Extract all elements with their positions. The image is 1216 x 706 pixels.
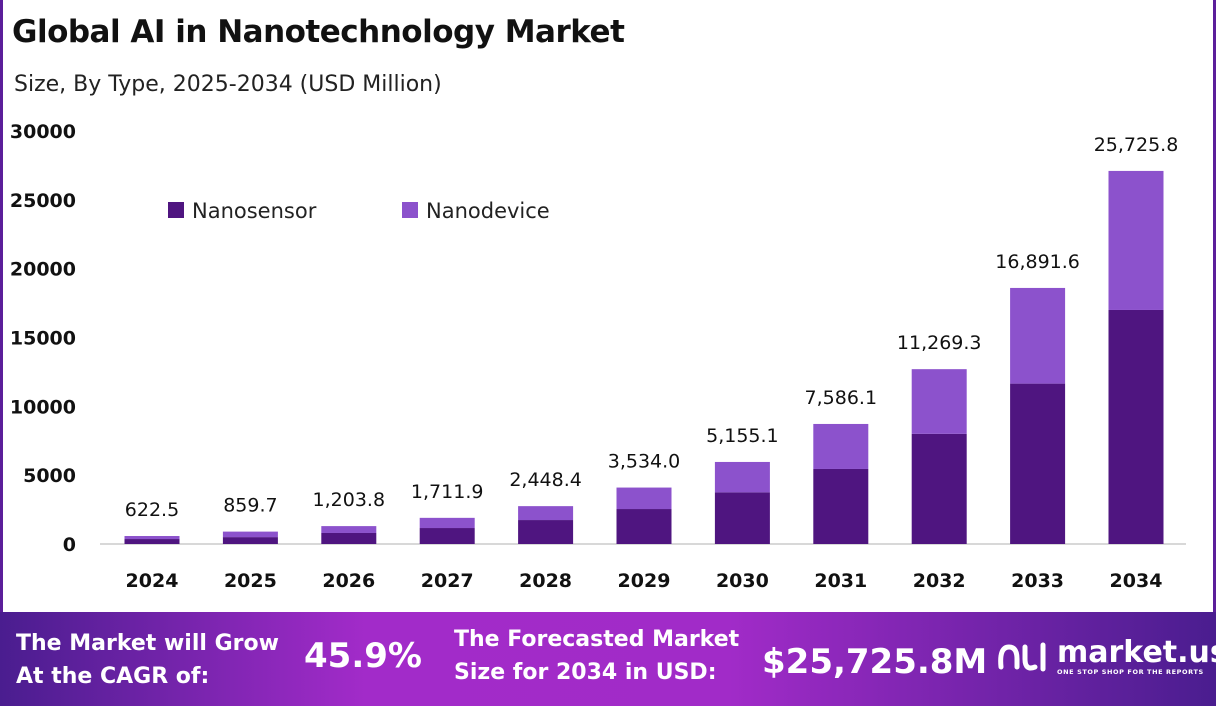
bar-nanodevice-2033 <box>1010 287 1066 384</box>
x-tick-label: 2024 <box>126 570 179 592</box>
bar-nanosensor-2025 <box>222 537 278 544</box>
legend-swatch-nanodevice <box>402 202 418 218</box>
bar-nanodevice-2026 <box>321 526 377 533</box>
bar-nanodevice-2028 <box>518 506 574 521</box>
data-label-2033: 16,891.6 <box>995 251 1080 273</box>
x-tick-label: 2029 <box>618 570 671 592</box>
bar-nanosensor-2028 <box>518 520 574 544</box>
legend: Nanosensor Nanodevice <box>168 199 550 223</box>
bars: 622.5 859.7 1,203.8 1,711.9 2,448.4 3,534.0 5,… <box>124 134 1179 544</box>
x-tick-label: 2032 <box>913 570 966 592</box>
y-tick-label: 5000 <box>23 465 76 487</box>
data-label-2034: 25,725.8 <box>1094 134 1179 156</box>
x-axis: 2024 2025 2026 2027 2028 2029 2030 2031 2032 2033… <box>126 570 1163 592</box>
data-label-2032: 11,269.3 <box>897 332 982 354</box>
legend-label-nanosensor: Nanosensor <box>192 199 317 223</box>
bar-nanosensor-2033 <box>1010 383 1066 544</box>
bar-nanodevice-2030 <box>714 461 770 493</box>
logo-mark-icon <box>998 642 1046 672</box>
y-tick-label: 10000 <box>10 396 76 418</box>
bar-nanosensor-2030 <box>714 492 770 544</box>
bar-nanosensor-2032 <box>911 433 967 544</box>
y-axis: 0 5000 10000 15000 20000 25000 30000 <box>10 121 76 556</box>
data-label-2030: 5,155.1 <box>706 425 779 447</box>
stacked-bar-chart: 0 5000 10000 15000 20000 25000 30000 622.5 859.… <box>10 121 1186 592</box>
chart-frame <box>0 0 1216 612</box>
bar-nanodevice-2032 <box>911 369 967 434</box>
logo-tagline: ONE STOP SHOP FOR THE REPORTS <box>1057 668 1204 676</box>
x-tick-label: 2028 <box>519 570 572 592</box>
data-label-2028: 2,448.4 <box>509 469 582 491</box>
data-label-2031: 7,586.1 <box>805 387 878 409</box>
cagr-label-line2: At the CAGR of: <box>16 664 210 689</box>
data-label-2024: 622.5 <box>125 499 179 521</box>
data-label-2027: 1,711.9 <box>411 481 484 503</box>
cagr-value: 45.9% <box>304 636 422 676</box>
forecast-label-line2: Size for 2034 in USD: <box>454 660 717 685</box>
data-label-2029: 3,534.0 <box>608 451 681 473</box>
market-us-logo: market.us ONE STOP SHOP FOR THE REPORTS <box>995 637 1216 677</box>
cagr-label-line1: The Market will Grow <box>16 631 279 656</box>
y-tick-label: 25000 <box>10 190 76 212</box>
cagr-label: The Market will Grow At the CAGR of: <box>16 627 279 693</box>
bar-nanosensor-2024 <box>124 539 180 544</box>
bar-nanodevice-2029 <box>616 487 672 510</box>
forecast-value: $25,725.8M <box>762 642 988 682</box>
forecast-label: The Forecasted Market Size for 2034 in U… <box>454 623 739 689</box>
bar-nanosensor-2027 <box>419 528 475 544</box>
x-tick-label: 2031 <box>814 570 867 592</box>
x-tick-label: 2030 <box>716 570 769 592</box>
bar-nanosensor-2034 <box>1108 309 1164 544</box>
legend-swatch-nanosensor <box>168 202 184 218</box>
bar-nanosensor-2031 <box>813 468 869 544</box>
chart-subtitle: Size, By Type, 2025-2034 (USD Million) <box>14 72 442 97</box>
bar-nanodevice-2025 <box>222 531 278 538</box>
bar-nanodevice-2031 <box>813 423 869 469</box>
chart-title: Global AI in Nanotechnology Market <box>12 14 625 50</box>
x-tick-label: 2033 <box>1011 570 1064 592</box>
y-tick-label: 15000 <box>10 328 76 350</box>
footer-banner: The Market will Grow At the CAGR of: 45.… <box>0 612 1216 706</box>
logo-text: market.us <box>1057 635 1216 670</box>
bar-nanodevice-2024 <box>124 536 180 540</box>
y-tick-label: 30000 <box>10 121 76 143</box>
data-label-2025: 859.7 <box>223 495 277 517</box>
bar-nanodevice-2027 <box>419 517 475 529</box>
y-tick-label: 0 <box>63 534 76 556</box>
x-tick-label: 2025 <box>224 570 277 592</box>
legend-label-nanodevice: Nanodevice <box>426 199 550 223</box>
bar-nanosensor-2029 <box>616 509 672 544</box>
x-tick-label: 2034 <box>1110 570 1163 592</box>
y-tick-label: 20000 <box>10 259 76 281</box>
bar-nanodevice-2034 <box>1108 170 1164 310</box>
data-label-2026: 1,203.8 <box>313 489 386 511</box>
bar-nanosensor-2026 <box>321 532 377 544</box>
forecast-label-line1: The Forecasted Market <box>454 627 740 652</box>
x-tick-label: 2026 <box>322 570 375 592</box>
x-tick-label: 2027 <box>421 570 474 592</box>
